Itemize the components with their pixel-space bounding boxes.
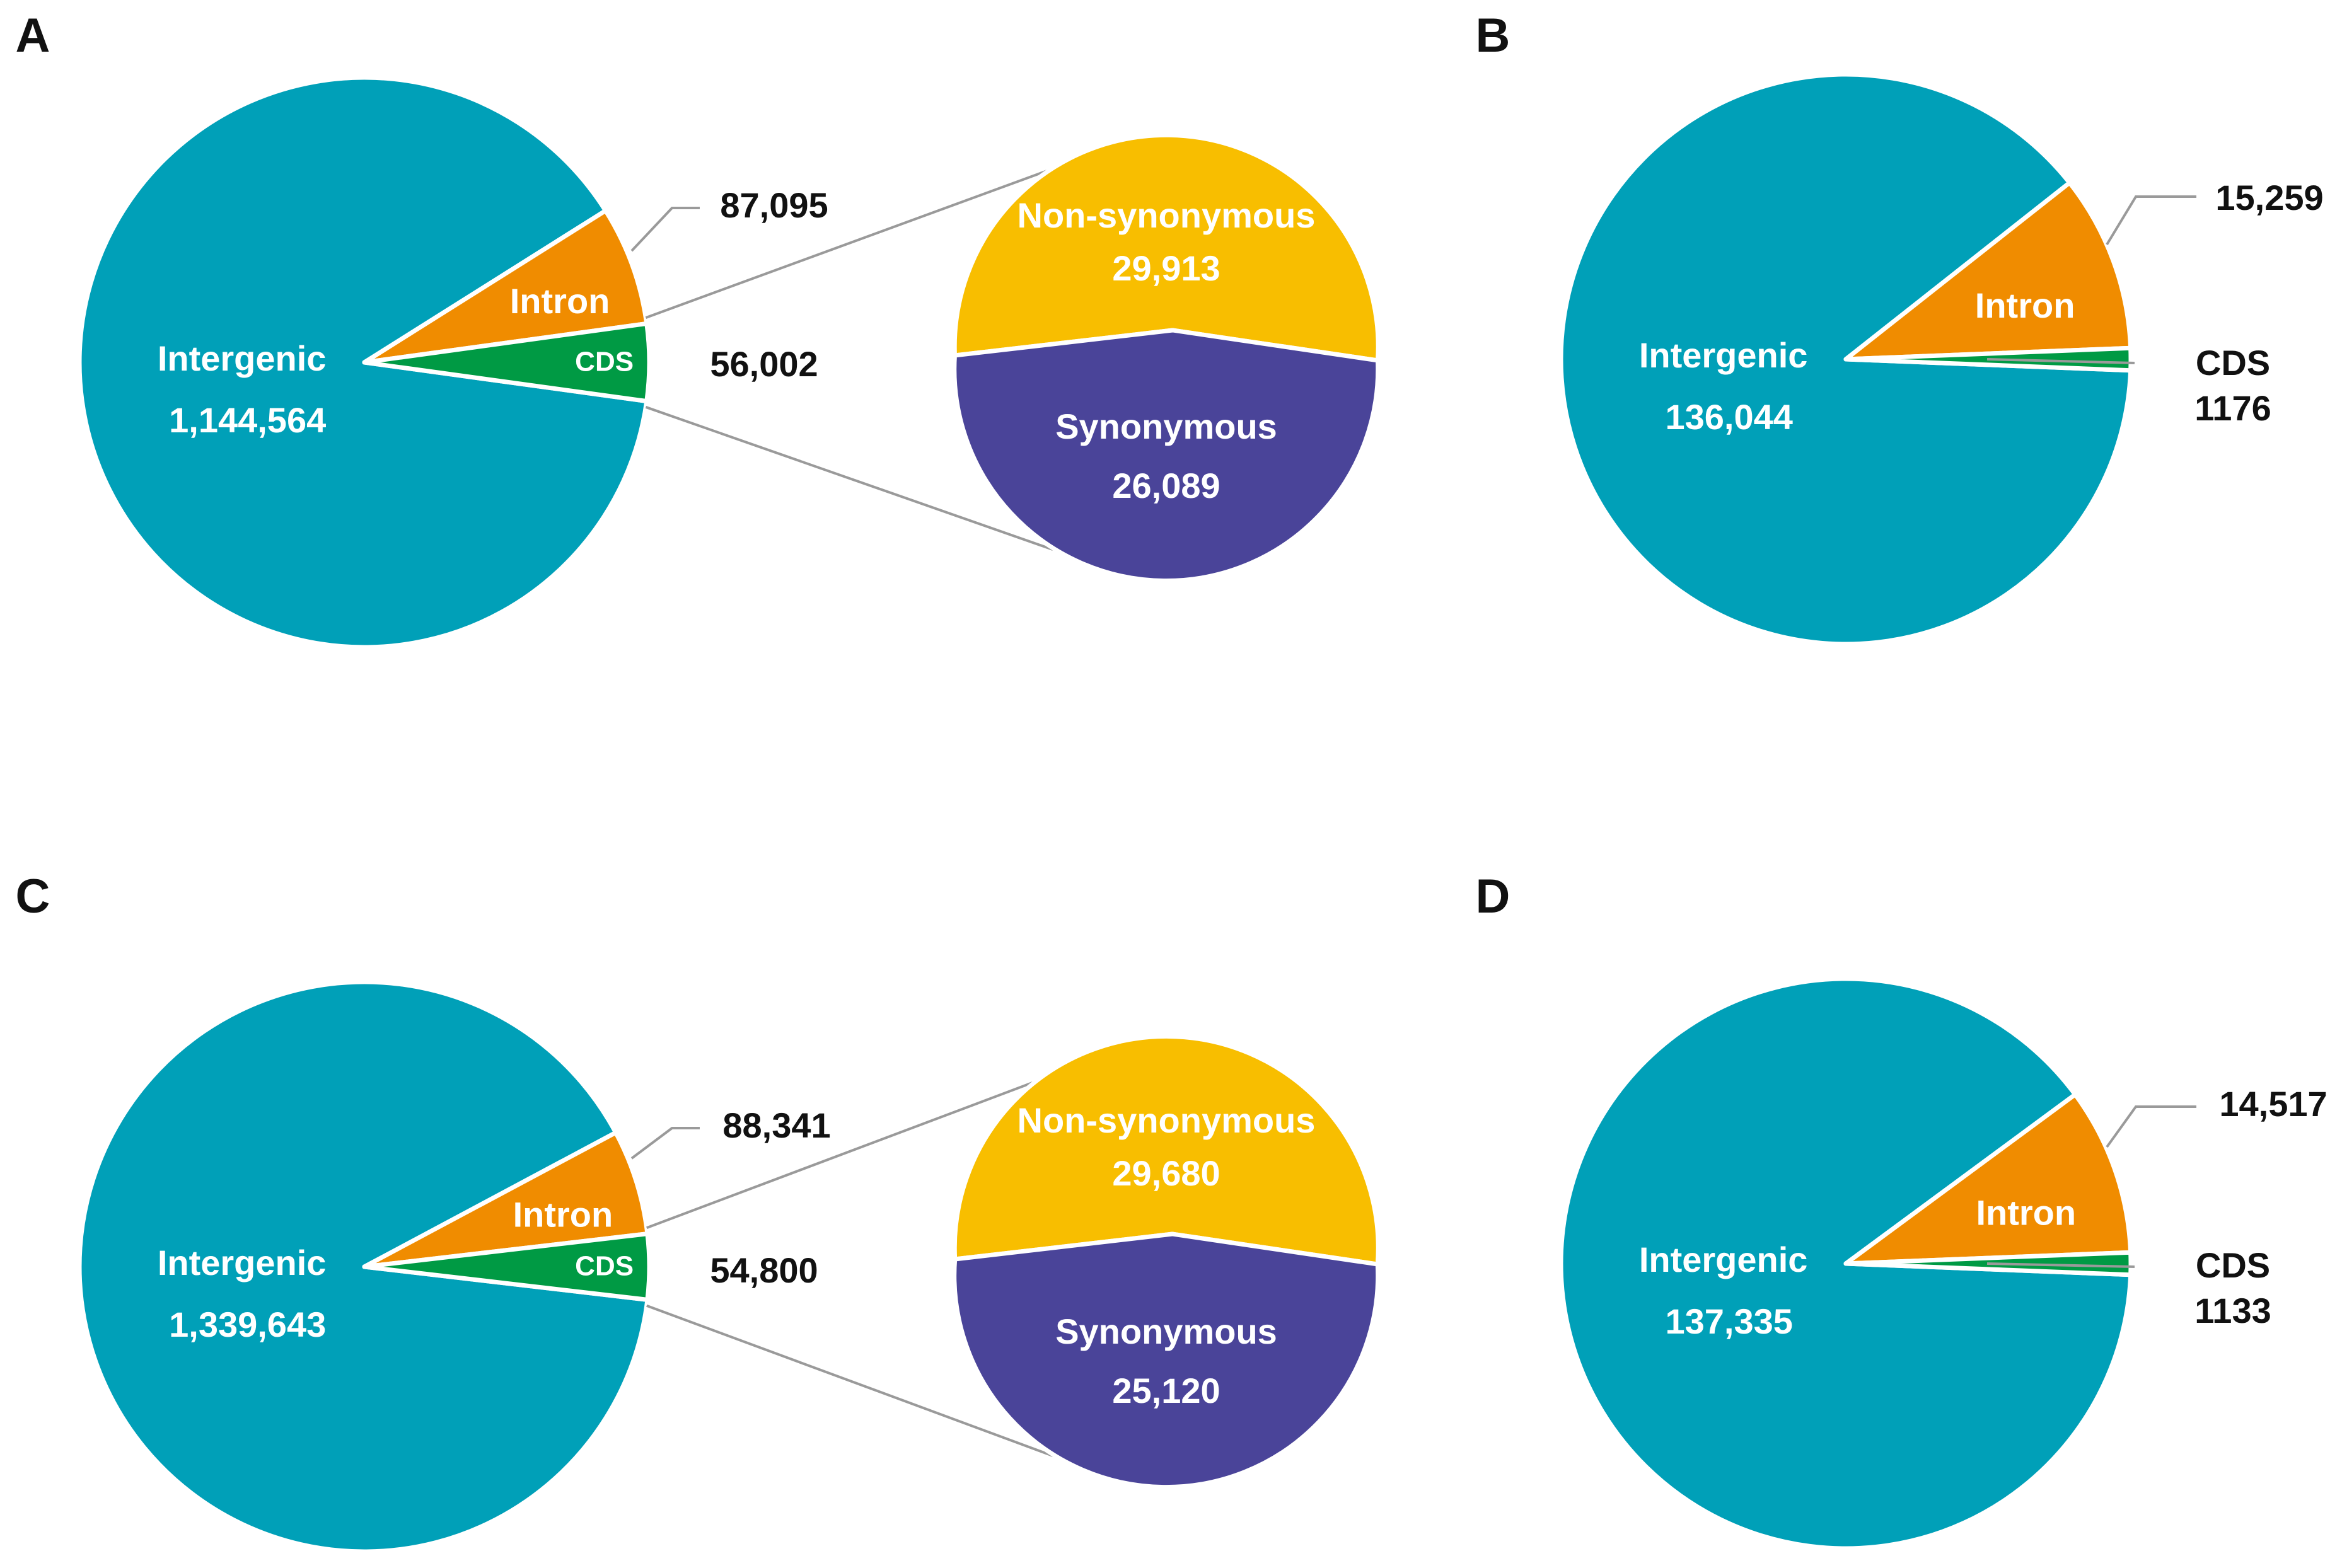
- label-intergenic: Intergenic: [1639, 335, 1808, 375]
- value-cds: 54,800: [710, 1250, 818, 1290]
- panel-label-b: B: [1476, 9, 1510, 62]
- label-intergenic: Intergenic: [1639, 1240, 1808, 1279]
- panel-c: C Intergenic 1,339,643 Intron 88,341 CDS 54,80…: [16, 870, 1381, 1554]
- panel-label-c: C: [16, 870, 50, 923]
- slice-intron: [362, 208, 649, 365]
- value-synonymous: 25,120: [1112, 1371, 1220, 1410]
- leader-line-breakdown-top: [645, 165, 1060, 319]
- slice-intron: [1843, 1092, 2133, 1266]
- leader-line-cds: [1986, 1262, 2135, 1268]
- value-intergenic: 1,144,564: [169, 400, 326, 440]
- leader-line-intron: [2106, 195, 2196, 246]
- slice-nonsynonymous: [952, 132, 1381, 363]
- slice-nonsynonymous: [952, 1034, 1381, 1267]
- value-cds: 56,002: [710, 344, 818, 384]
- slice-synonymous: [952, 328, 1381, 583]
- leader-line-breakdown-top: [646, 1071, 1060, 1230]
- slice-synonymous: [952, 1231, 1381, 1490]
- label-intron: Intron: [1975, 285, 2075, 325]
- label-synonymous: Synonymous: [1055, 406, 1277, 446]
- value-intergenic: 1,339,643: [169, 1305, 326, 1344]
- value-intergenic: 136,044: [1665, 397, 1792, 437]
- value-intergenic: 137,335: [1665, 1301, 1792, 1341]
- leader-line-cds: [1986, 358, 2135, 364]
- label-cds: CDS: [575, 1251, 634, 1282]
- leader-line-breakdown-bottom: [645, 406, 1053, 551]
- leader-line-intron: [2106, 1105, 2196, 1148]
- label-intron: Intron: [513, 1194, 613, 1234]
- label-intron: Intron: [1976, 1193, 2076, 1233]
- label-cds: CDS: [2196, 1245, 2270, 1285]
- value-synonymous: 26,089: [1112, 466, 1220, 505]
- panel-label-d: D: [1476, 870, 1510, 923]
- label-nonsynonymous: Non-synonymous: [1017, 195, 1316, 235]
- label-intergenic: Intergenic: [158, 1243, 327, 1283]
- value-intron: 88,341: [722, 1105, 830, 1145]
- panel-b: B Intergenic 136,044 Intron 15,259 CDS 1176: [1476, 9, 2324, 647]
- slice-intron: [362, 1130, 650, 1269]
- value-nonsynonymous: 29,680: [1112, 1153, 1220, 1193]
- leader-line-breakdown-bottom: [646, 1304, 1053, 1457]
- value-intron: 15,259: [2215, 178, 2323, 217]
- slice-intron: [1843, 180, 2133, 362]
- slice-cds: [362, 1231, 652, 1302]
- slice-cds: [362, 321, 652, 404]
- label-intron: Intron: [510, 281, 610, 321]
- value-cds: 1176: [2194, 388, 2271, 428]
- panel-a: A Intergenic 1,144,564 Intron 87,095 CDS 56,00…: [16, 9, 1381, 650]
- label-synonymous: Synonymous: [1055, 1311, 1277, 1351]
- panel-label-a: A: [16, 9, 50, 62]
- label-nonsynonymous: Non-synonymous: [1017, 1100, 1316, 1140]
- label-cds: CDS: [575, 347, 634, 378]
- label-cds: CDS: [2196, 343, 2270, 383]
- value-intron: 87,095: [720, 185, 828, 225]
- value-nonsynonymous: 29,913: [1112, 248, 1220, 288]
- panel-d: D Intergenic 137,335 Intron 14,517 CDS 1133: [1476, 870, 2328, 1551]
- label-intergenic: Intergenic: [158, 338, 327, 378]
- leader-line-intron: [630, 1127, 700, 1160]
- value-cds: 1133: [2194, 1291, 2271, 1330]
- value-intron: 14,517: [2219, 1084, 2327, 1124]
- leader-line-intron: [630, 207, 700, 252]
